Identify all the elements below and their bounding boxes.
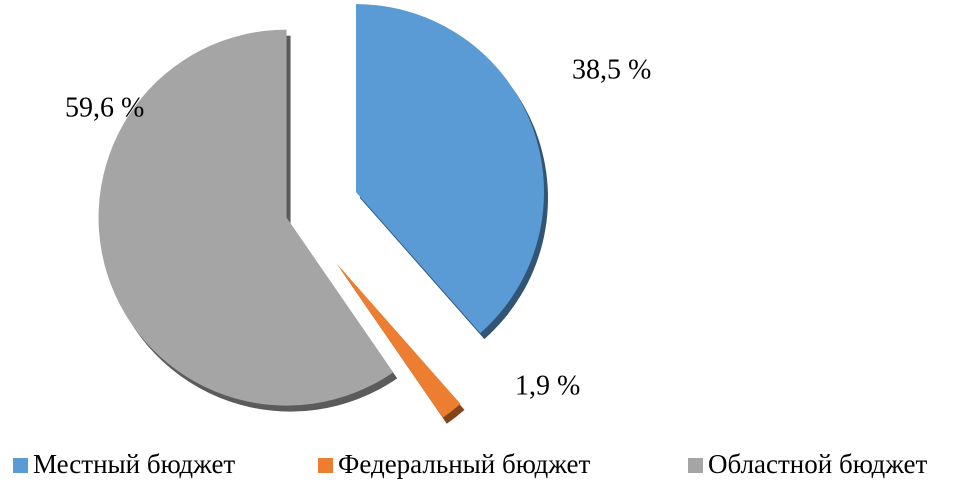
- legend-swatch: [13, 458, 28, 473]
- legend-swatch: [688, 458, 703, 473]
- data-label: 1,9 %: [515, 370, 580, 401]
- legend-swatch: [318, 458, 333, 473]
- pie-slice: [355, 4, 544, 334]
- legend-label: Федеральный бюджет: [338, 449, 591, 479]
- legend-label: Областной бюджет: [708, 449, 928, 479]
- data-label: 59,6 %: [65, 92, 144, 123]
- legend-label: Местный бюджет: [33, 449, 235, 479]
- data-label: 38,5 %: [572, 54, 651, 85]
- pie-slice: [98, 29, 394, 406]
- pie-slice: [336, 262, 461, 418]
